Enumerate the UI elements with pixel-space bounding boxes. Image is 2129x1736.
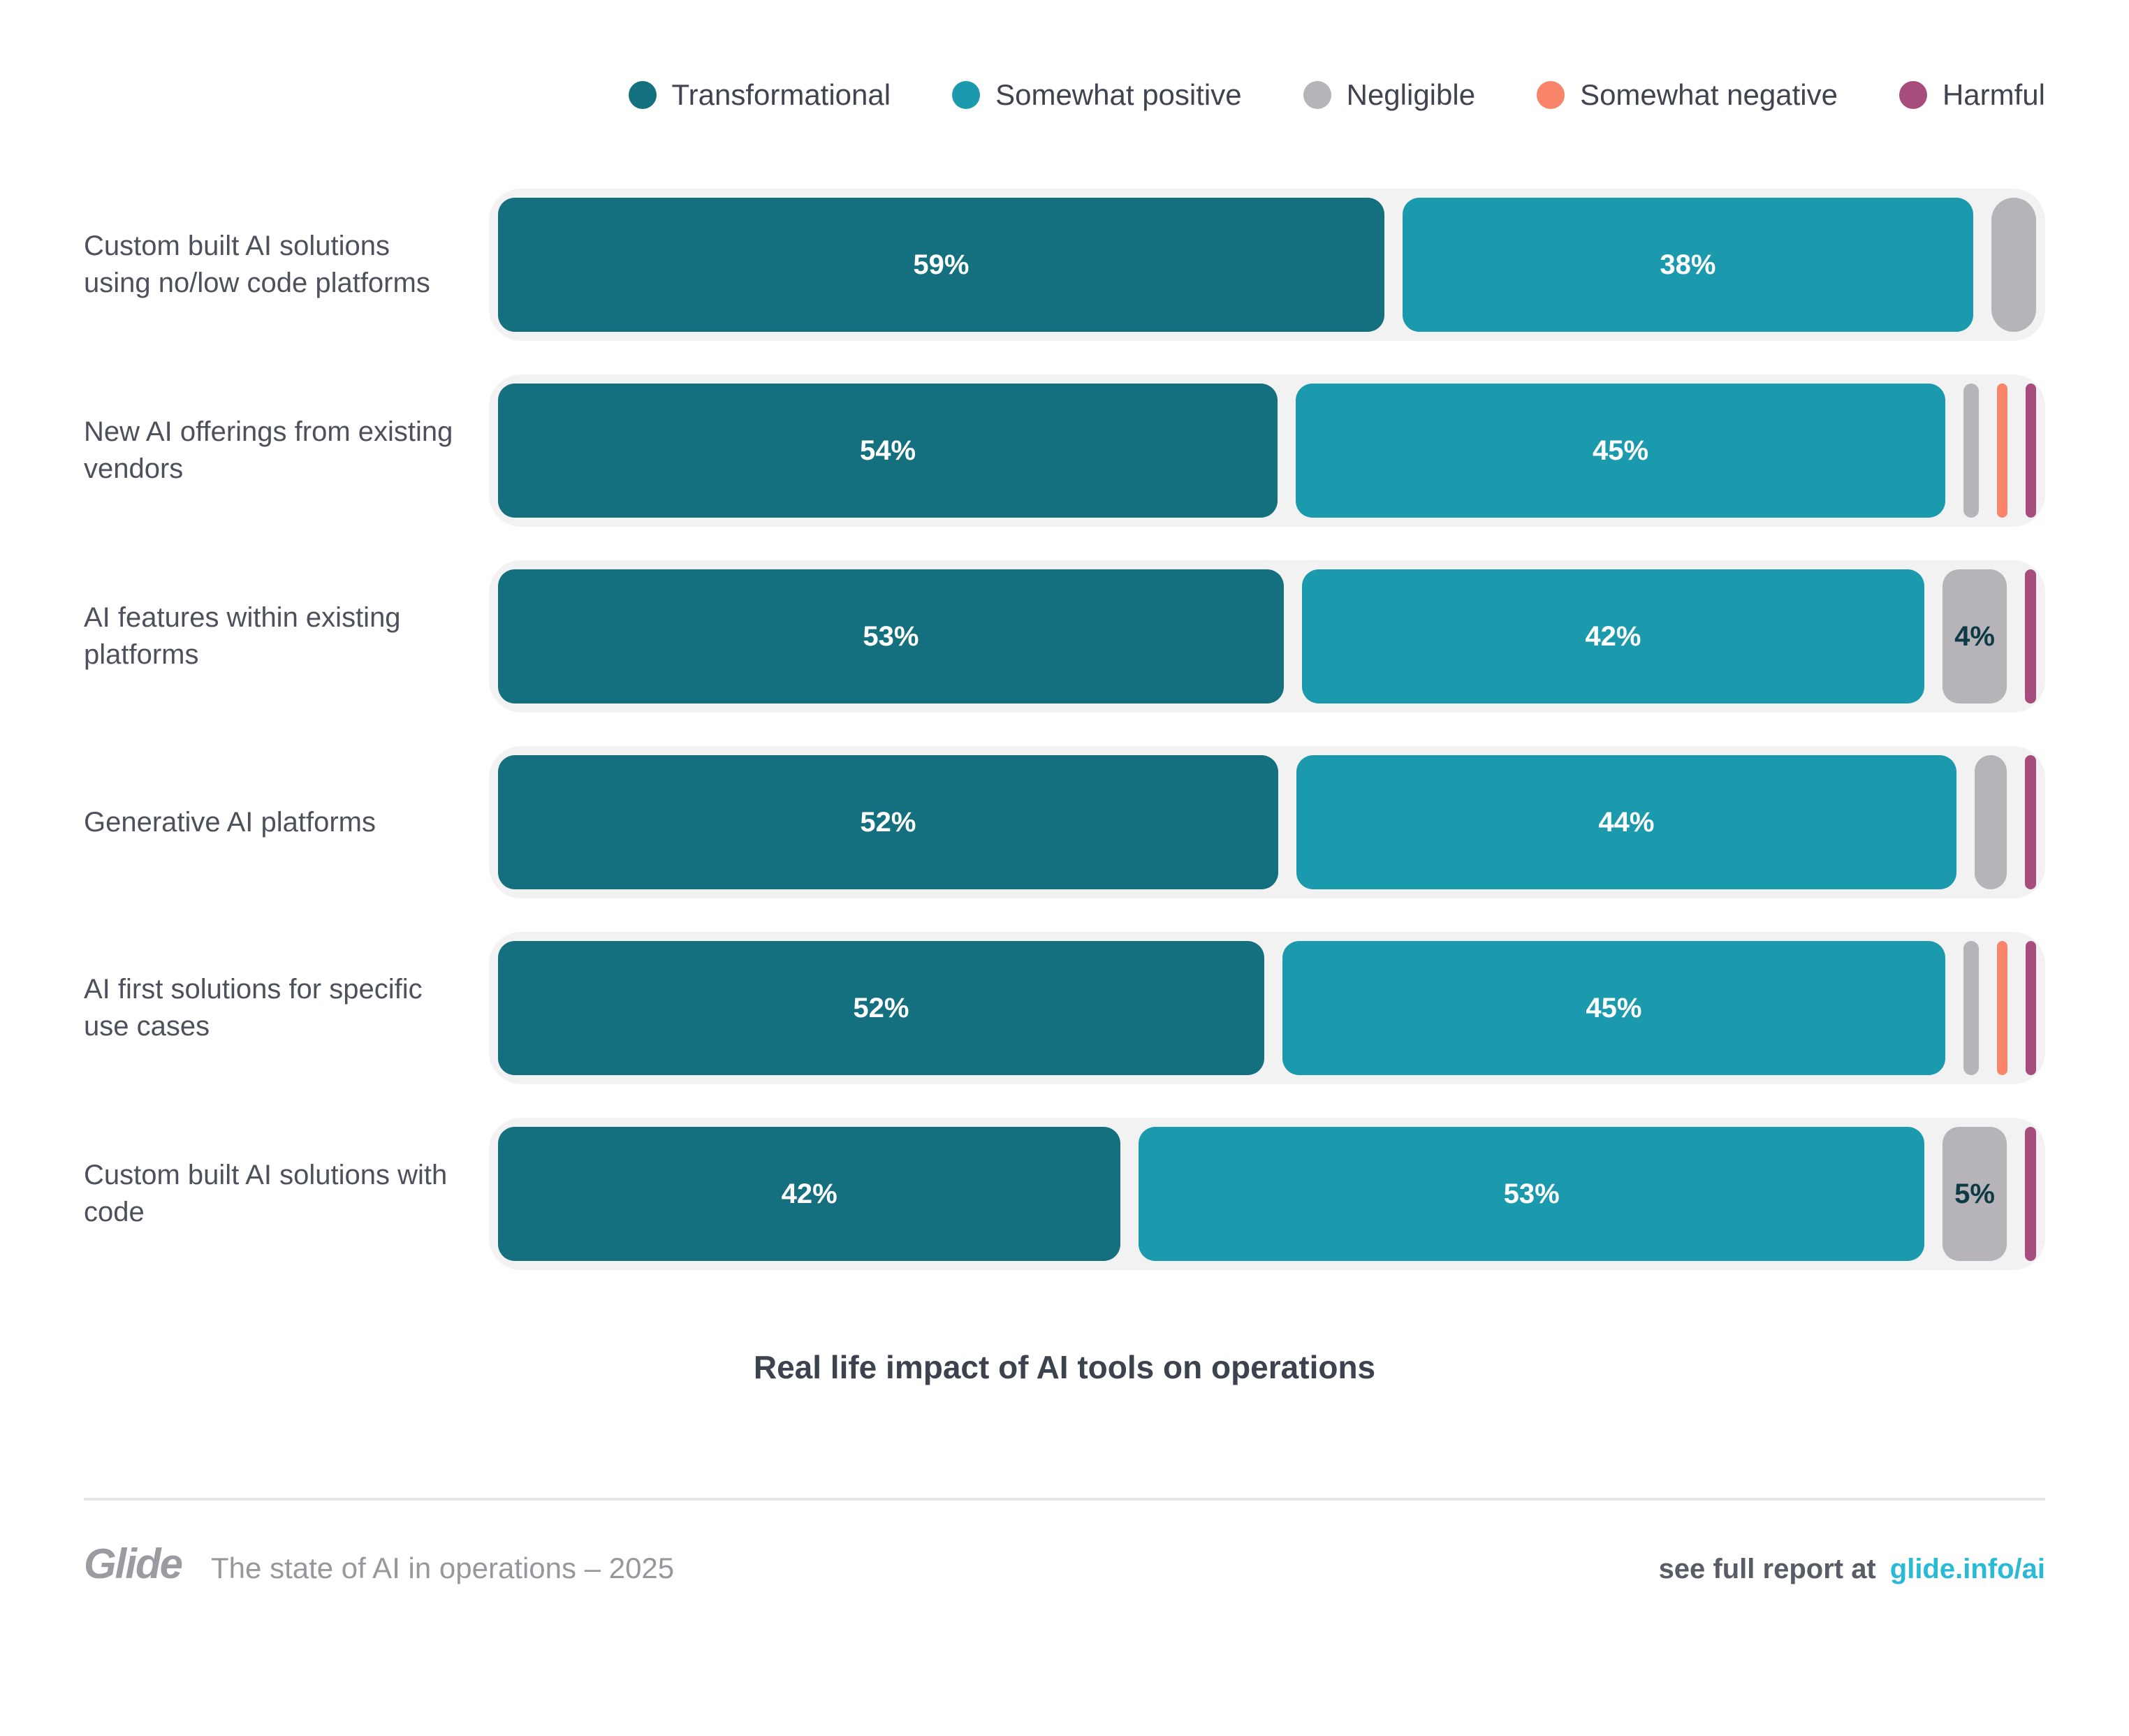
bar-track: 54% 45% (489, 374, 2045, 527)
bar-value-label: 42% (1585, 620, 1641, 652)
row-label: Custom built AI solutions with code (84, 1160, 448, 1227)
bar-segment-harmful (2026, 941, 2036, 1075)
legend-item-negligible: Negligible (1303, 78, 1475, 112)
bar-value-label: 42% (781, 1178, 837, 1209)
bar-segment-negligible: 4% (1943, 569, 2007, 703)
bar-value-label: 52% (860, 806, 916, 838)
row-label: AI first solutions for specific use case… (84, 974, 423, 1042)
infographic-root: Transformational Somewhat positive Negligi… (0, 78, 2129, 1736)
legend-label: Negligible (1346, 78, 1476, 111)
bar-value-label: 44% (1598, 806, 1655, 838)
legend-label: Somewhat negative (1580, 78, 1838, 111)
bar-segment-somewhat_negative (1997, 384, 2007, 518)
footer-left: Glide The state of AI in operations – 20… (84, 1540, 674, 1588)
chart-row: New AI offerings from existing vendors 54… (84, 374, 2045, 527)
bar-segment-somewhat_negative (1997, 941, 2007, 1075)
legend-item-somewhat_negative: Somewhat negative (1537, 78, 1838, 112)
footer-report-link[interactable]: glide.info/ai (1889, 1554, 2045, 1584)
chart-row: AI features within existing platforms 53%… (84, 560, 2045, 713)
legend-label: Harmful (1942, 78, 2045, 111)
legend-item-harmful: Harmful (1898, 78, 2045, 112)
chart-row: Custom built AI solutions using no/low c… (84, 189, 2045, 341)
bar-value-label: 52% (853, 992, 909, 1023)
bar-segment-somewhat_positive: 53% (1139, 1127, 1924, 1261)
row-label: Generative AI platforms (84, 806, 376, 838)
transformational-color-dot-icon (628, 81, 657, 109)
footer: Glide The state of AI in operations – 20… (84, 1540, 2045, 1588)
bar-segment-harmful (2025, 1127, 2036, 1261)
negligible-color-dot-icon (1303, 81, 1331, 109)
row-label: New AI offerings from existing vendors (84, 416, 453, 484)
somewhat_negative-color-dot-icon (1537, 81, 1565, 109)
bar-value-label: 38% (1660, 249, 1716, 280)
chart-legend: Transformational Somewhat positive Negligi… (489, 78, 2045, 112)
bar-track: 52% 45% (489, 932, 2045, 1084)
bar-segment-negligible: 5% (1943, 1127, 2007, 1261)
bar-segment-negligible (1975, 755, 2007, 889)
bar-value-label: 45% (1586, 992, 1642, 1023)
footer-cta-text: see full report at (1658, 1554, 1876, 1584)
chart-row: AI first solutions for specific use case… (84, 932, 2045, 1084)
bar-segment-negligible (1991, 198, 2036, 332)
row-label: Custom built AI solutions using no/low c… (84, 231, 430, 298)
bar-segment-transformational: 54% (498, 384, 1278, 518)
bar-segment-harmful (2025, 755, 2036, 889)
bar-track: 42% 53% 5% (489, 1118, 2045, 1270)
bar-segment-negligible (1963, 384, 1979, 518)
bar-segment-negligible (1963, 941, 1979, 1075)
bar-value-label: 4% (1954, 620, 1995, 652)
bar-value-label: 45% (1592, 435, 1649, 466)
bar-value-label: 53% (863, 620, 919, 652)
bar-segment-somewhat_positive: 45% (1296, 384, 1945, 518)
bar-segment-somewhat_positive: 45% (1282, 941, 1945, 1075)
bar-segment-somewhat_positive: 38% (1402, 198, 1973, 332)
bar-segment-transformational: 53% (498, 569, 1284, 703)
bar-value-label: 53% (1503, 1178, 1560, 1209)
bar-segment-somewhat_positive: 44% (1296, 755, 1956, 889)
bar-segment-transformational: 42% (498, 1127, 1121, 1261)
bar-segment-harmful (2026, 384, 2036, 518)
bar-segment-harmful (2025, 569, 2036, 703)
bar-track: 53% 42% 4% (489, 560, 2045, 713)
bar-value-label: 59% (913, 249, 970, 280)
bar-segment-somewhat_positive: 42% (1301, 569, 1924, 703)
bar-track: 59% 38% (489, 189, 2045, 341)
bar-track: 52% 44% (489, 746, 2045, 898)
chart-row: Generative AI platforms 52% 44% (84, 746, 2045, 898)
row-label: AI features within existing platforms (84, 602, 401, 670)
chart-title: Real life impact of AI tools on operatio… (753, 1349, 1376, 1385)
legend-label: Somewhat positive (995, 78, 1242, 111)
stacked-bar-chart: Custom built AI solutions using no/low c… (84, 189, 2045, 1270)
bar-segment-transformational: 52% (498, 755, 1278, 889)
glide-logo: Glide (84, 1540, 183, 1587)
chart-row: Custom built AI solutions with code 42% 53… (84, 1118, 2045, 1270)
harmful-color-dot-icon (1898, 81, 1927, 109)
footer-right: see full report at glide.info/ai (1659, 1554, 2045, 1585)
legend-label: Transformational (671, 78, 891, 111)
bar-segment-transformational: 59% (498, 198, 1384, 332)
bar-segment-transformational: 52% (498, 941, 1264, 1075)
legend-item-somewhat_positive: Somewhat positive (952, 78, 1242, 112)
somewhat_positive-color-dot-icon (952, 81, 981, 109)
footer-tagline: The state of AI in operations – 2025 (211, 1552, 675, 1584)
bar-value-label: 54% (859, 435, 916, 466)
footer-divider (84, 1498, 2045, 1501)
bar-value-label: 5% (1954, 1178, 1995, 1209)
legend-item-transformational: Transformational (628, 78, 891, 112)
